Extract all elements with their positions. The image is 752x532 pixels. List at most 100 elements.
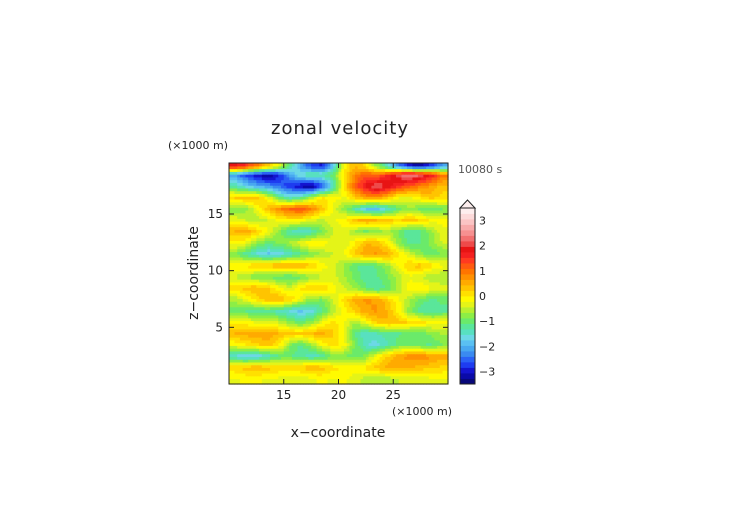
heatmap-cell [365,356,370,360]
heatmap-cell [354,301,359,305]
heatmap-cell [379,254,383,258]
heatmap-cell [311,348,315,352]
heatmap-cell [382,361,386,366]
heatmap-cell [357,295,361,299]
heatmap-cell [379,367,383,371]
heatmap-cell [341,348,345,352]
heatmap-cell [231,367,236,371]
heatmap-cell [242,375,247,380]
heatmap-cell [300,353,304,357]
heatmap-cell [264,342,268,346]
heatmap-cell [395,367,400,371]
heatmap-cell [264,317,268,322]
heatmap-cell [338,229,342,233]
heatmap-cell [250,276,255,280]
heatmap-cell [445,372,449,377]
heatmap-cell [245,256,249,261]
heatmap-cell [281,251,285,255]
heatmap-cell [319,209,323,214]
heatmap-cell [376,251,381,255]
heatmap-cell [239,303,244,308]
heatmap-cell [352,378,356,382]
heatmap-cell [270,381,274,385]
heatmap-cell [281,317,285,322]
heatmap-cell [283,348,288,352]
heatmap-cell [245,337,249,341]
heatmap-cell [395,234,400,239]
heatmap-cell [283,284,288,288]
heatmap-cell [338,370,342,374]
heatmap-cell [398,312,403,316]
heatmap-cell [270,328,274,333]
heatmap-cell [330,229,334,233]
heatmap-cell [343,348,348,352]
heatmap-cell [434,295,438,299]
heatmap-cell [371,331,375,335]
heatmap-cell [390,348,394,352]
heatmap-cell [256,262,260,266]
heatmap-cell [278,229,282,233]
heatmap-cell [341,325,345,330]
heatmap-cell [382,345,386,349]
heatmap-cell [259,243,263,247]
heatmap-cell [341,229,345,233]
heatmap-cell [264,292,268,297]
heatmap-cell [390,273,394,277]
heatmap-cell [319,317,323,322]
heatmap-cell [302,345,307,349]
heatmap-cell [250,226,255,230]
heatmap-cell [409,237,414,241]
heatmap-cell [437,262,441,266]
heatmap-cell [311,273,315,277]
heatmap-cell [374,364,378,369]
heatmap-cell [412,348,416,352]
heatmap-cell [382,218,386,222]
heatmap-cell [283,270,288,275]
heatmap-cell [346,303,351,308]
heatmap-cell [231,290,236,294]
heatmap-cell [426,298,430,302]
heatmap-cell [401,337,405,341]
heatmap-cell [248,265,252,269]
heatmap-cell [349,243,353,247]
heatmap-cell [445,218,449,222]
heatmap-cell [360,248,364,252]
heatmap-cell [409,339,414,344]
heatmap-cell [256,254,260,258]
heatmap-cell [275,375,279,380]
heatmap-cell [248,306,252,311]
heatmap-cell [242,320,247,324]
heatmap-cell [300,312,304,316]
heatmap-cell [239,215,244,219]
heatmap-cell [360,287,364,291]
heatmap-cell [237,245,241,250]
heatmap-cell [431,221,435,225]
heatmap-cell [327,381,331,385]
heatmap-cell [365,301,370,305]
heatmap-cell [417,229,422,233]
heatmap-cell [267,226,271,230]
heatmap-cell [267,262,271,266]
heatmap-cell [437,254,441,258]
heatmap-cell [330,279,334,283]
heatmap-cell [431,334,435,338]
heatmap-cell [390,259,394,264]
heatmap-cell [264,367,268,371]
heatmap-cell [297,353,301,357]
heatmap-cell [445,342,449,346]
heatmap-cell [379,348,383,352]
heatmap-cell [401,375,405,380]
heatmap-cell [253,367,257,371]
heatmap-cell [297,375,301,380]
heatmap-cell [401,245,405,250]
heatmap-cell [281,306,285,311]
heatmap-cell [289,234,293,239]
heatmap-cell [305,245,309,250]
heatmap-cell [439,223,444,228]
heatmap-cell [368,320,372,324]
heatmap-cell [393,350,397,355]
heatmap-cell [264,226,268,230]
heatmap-cell [363,334,367,338]
heatmap-cell [229,234,233,239]
